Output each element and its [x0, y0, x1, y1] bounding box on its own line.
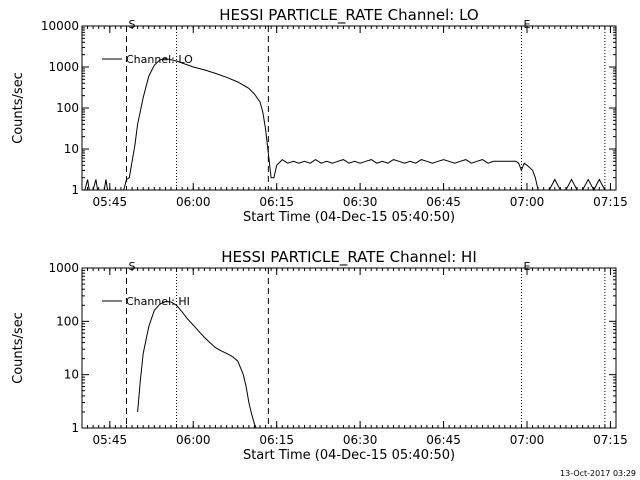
- x-tick-label: 06:45: [426, 195, 461, 209]
- x-tick-label: 07:00: [510, 195, 545, 209]
- plot-frame: [81, 267, 617, 429]
- y-tick-label: 1: [71, 421, 79, 435]
- x-tick-label: 07:15: [593, 195, 628, 209]
- plot-frame: [81, 25, 617, 191]
- x-tick-label: 06:45: [426, 433, 461, 447]
- y-tick-label: 100: [56, 101, 79, 115]
- x-tick-label: 06:00: [176, 433, 211, 447]
- y-tick-label: 1000: [48, 60, 79, 74]
- x-tick-label: 06:15: [259, 195, 294, 209]
- end-marker-label: E: [523, 260, 530, 273]
- x-tick-label: 06:30: [343, 433, 378, 447]
- y-tick-label: 1: [71, 183, 79, 197]
- y-tick-label: 100: [56, 314, 79, 328]
- x-tick-label: 07:15: [593, 433, 628, 447]
- x-tick-label: 06:30: [343, 195, 378, 209]
- x-tick-label: 06:15: [259, 433, 294, 447]
- start-marker-label: S: [129, 18, 136, 31]
- series-line-lo: [82, 58, 616, 192]
- chart-panel-hi: HESSI PARTICLE_RATE Channel: HI 1 10 100 100…: [11, 248, 628, 463]
- y-axis-label: Counts/sec: [11, 72, 26, 144]
- start-marker-label: S: [129, 260, 136, 273]
- end-marker-label: E: [523, 18, 530, 31]
- chart-title: HESSI PARTICLE_RATE Channel: LO: [219, 6, 478, 25]
- x-axis-label: Start Time (04-Dec-15 05:40:50): [243, 448, 455, 463]
- x-tick-label: 05:45: [93, 195, 128, 209]
- x-tick-label: 06:00: [176, 195, 211, 209]
- chart-title: HESSI PARTICLE_RATE Channel: HI: [221, 248, 477, 267]
- y-axis-label: Counts/sec: [11, 312, 26, 384]
- chart-panel-lo: HESSI PARTICLE_RATE Channel: LO 1 10 100 100…: [11, 6, 628, 225]
- y-tick-label: 10: [64, 142, 79, 156]
- series-line-hi: [137, 300, 257, 429]
- y-tick-label: 1000: [48, 261, 79, 275]
- x-tick-label: 07:00: [510, 433, 545, 447]
- x-axis-label: Start Time (04-Dec-15 05:40:50): [243, 210, 455, 225]
- x-tick-label: 05:45: [93, 433, 128, 447]
- y-tick-label: 10: [64, 368, 79, 382]
- timestamp: 13-Oct-2017 03:29: [560, 469, 636, 478]
- legend-label: Channel: HI: [126, 295, 190, 308]
- legend-label: Channel: LO: [126, 53, 193, 66]
- y-tick-label: 10000: [41, 19, 79, 33]
